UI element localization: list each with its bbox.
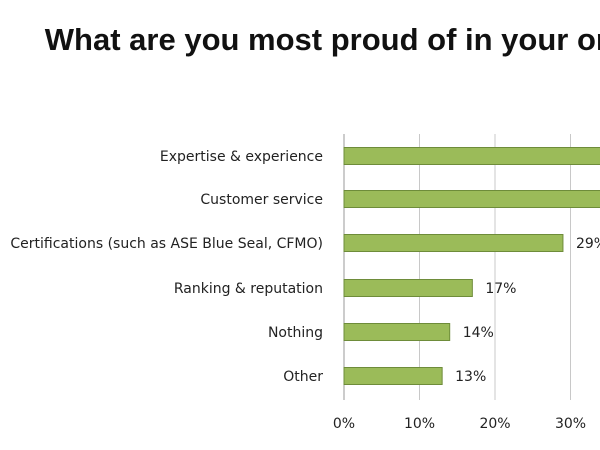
data-label: 29% — [576, 236, 600, 252]
x-tick-label: 30% — [555, 416, 586, 432]
category-label: Other — [283, 369, 323, 385]
bar — [343, 190, 600, 208]
x-tick-label: 0% — [333, 416, 355, 432]
category-label: Customer service — [200, 192, 323, 208]
bar — [343, 147, 600, 165]
bar — [343, 367, 443, 385]
bar — [343, 234, 564, 252]
category-label: Nothing — [268, 325, 323, 341]
chart-title: What are you most proud of in your organ… — [44, 22, 600, 57]
data-label: 17% — [485, 281, 516, 297]
bar — [343, 279, 473, 297]
data-label: 14% — [463, 325, 494, 341]
bar — [343, 323, 451, 341]
x-tick-label: 20% — [479, 416, 510, 432]
data-label: 13% — [455, 369, 486, 385]
category-label: Expertise & experience — [160, 149, 323, 165]
x-tick-label: 10% — [404, 416, 435, 432]
category-label: Ranking & reputation — [174, 281, 323, 297]
category-label: Certifications (such as ASE Blue Seal, C… — [10, 236, 323, 252]
